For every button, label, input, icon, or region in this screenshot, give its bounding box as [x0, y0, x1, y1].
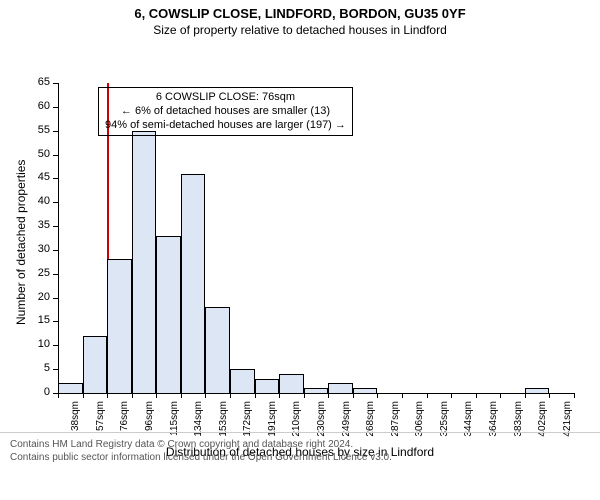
x-tick-mark: [279, 393, 280, 398]
x-tick-mark: [255, 393, 256, 398]
histogram-bar: [328, 383, 353, 393]
x-tick-mark: [205, 393, 206, 398]
y-tick-label: 5: [0, 362, 50, 374]
x-tick-mark: [402, 393, 403, 398]
y-tick-mark: [53, 178, 58, 179]
y-tick-mark: [53, 131, 58, 132]
histogram-bar: [107, 259, 132, 393]
x-tick-mark: [353, 393, 354, 398]
annotation-line-1: 6 COWSLIP CLOSE: 76sqm: [105, 91, 346, 105]
y-tick-label: 20: [0, 291, 50, 303]
y-tick-label: 55: [0, 124, 50, 136]
y-tick-mark: [53, 83, 58, 84]
x-tick-mark: [181, 393, 182, 398]
y-tick-mark: [53, 298, 58, 299]
y-tick-label: 15: [0, 314, 50, 326]
y-tick-mark: [53, 202, 58, 203]
y-tick-mark: [53, 274, 58, 275]
y-tick-label: 40: [0, 195, 50, 207]
chart-title-block: 6, COWSLIP CLOSE, LINDFORD, BORDON, GU35…: [0, 0, 600, 37]
x-tick-mark: [58, 393, 59, 398]
x-axis-line: [58, 393, 574, 394]
histogram-bar: [181, 174, 206, 393]
y-tick-label: 0: [0, 386, 50, 398]
annotation-line-3: 94% of semi-detached houses are larger (…: [105, 119, 346, 133]
y-tick-mark: [53, 345, 58, 346]
histogram-bar: [58, 383, 83, 393]
histogram-bar: [230, 369, 255, 393]
x-tick-mark: [304, 393, 305, 398]
y-tick-label: 35: [0, 219, 50, 231]
x-tick-mark: [574, 393, 575, 398]
y-tick-label: 65: [0, 76, 50, 88]
histogram-bar: [132, 131, 157, 393]
histogram-bar: [279, 374, 304, 393]
x-tick-mark: [427, 393, 428, 398]
histogram-bar: [83, 336, 108, 393]
x-tick-mark: [549, 393, 550, 398]
y-tick-mark: [53, 107, 58, 108]
x-tick-mark: [230, 393, 231, 398]
x-tick-mark: [500, 393, 501, 398]
histogram-bar: [255, 379, 280, 393]
histogram-bar: [156, 236, 181, 393]
title-line-1: 6, COWSLIP CLOSE, LINDFORD, BORDON, GU35…: [0, 6, 600, 21]
x-tick-mark: [328, 393, 329, 398]
footer-line-1: Contains HM Land Registry data © Crown c…: [10, 439, 590, 452]
x-tick-mark: [83, 393, 84, 398]
footer-line-2: Contains public sector information licen…: [10, 452, 590, 465]
x-tick-mark: [132, 393, 133, 398]
x-tick-mark: [476, 393, 477, 398]
y-tick-label: 25: [0, 267, 50, 279]
y-tick-label: 30: [0, 243, 50, 255]
y-tick-mark: [53, 369, 58, 370]
y-axis-line: [58, 83, 59, 393]
y-tick-mark: [53, 155, 58, 156]
title-line-2: Size of property relative to detached ho…: [0, 23, 600, 37]
x-tick-mark: [377, 393, 378, 398]
x-tick-mark: [451, 393, 452, 398]
x-tick-mark: [525, 393, 526, 398]
annotation-line-2: ← 6% of detached houses are smaller (13): [105, 105, 346, 119]
y-tick-label: 45: [0, 171, 50, 183]
y-tick-label: 60: [0, 100, 50, 112]
x-tick-mark: [156, 393, 157, 398]
y-tick-mark: [53, 250, 58, 251]
y-tick-label: 50: [0, 148, 50, 160]
footer-attribution: Contains HM Land Registry data © Crown c…: [0, 432, 600, 468]
annotation-box: 6 COWSLIP CLOSE: 76sqm ← 6% of detached …: [98, 87, 353, 136]
y-tick-mark: [53, 321, 58, 322]
y-tick-mark: [53, 226, 58, 227]
y-tick-label: 10: [0, 338, 50, 350]
histogram-bar: [205, 307, 230, 393]
x-tick-mark: [107, 393, 108, 398]
